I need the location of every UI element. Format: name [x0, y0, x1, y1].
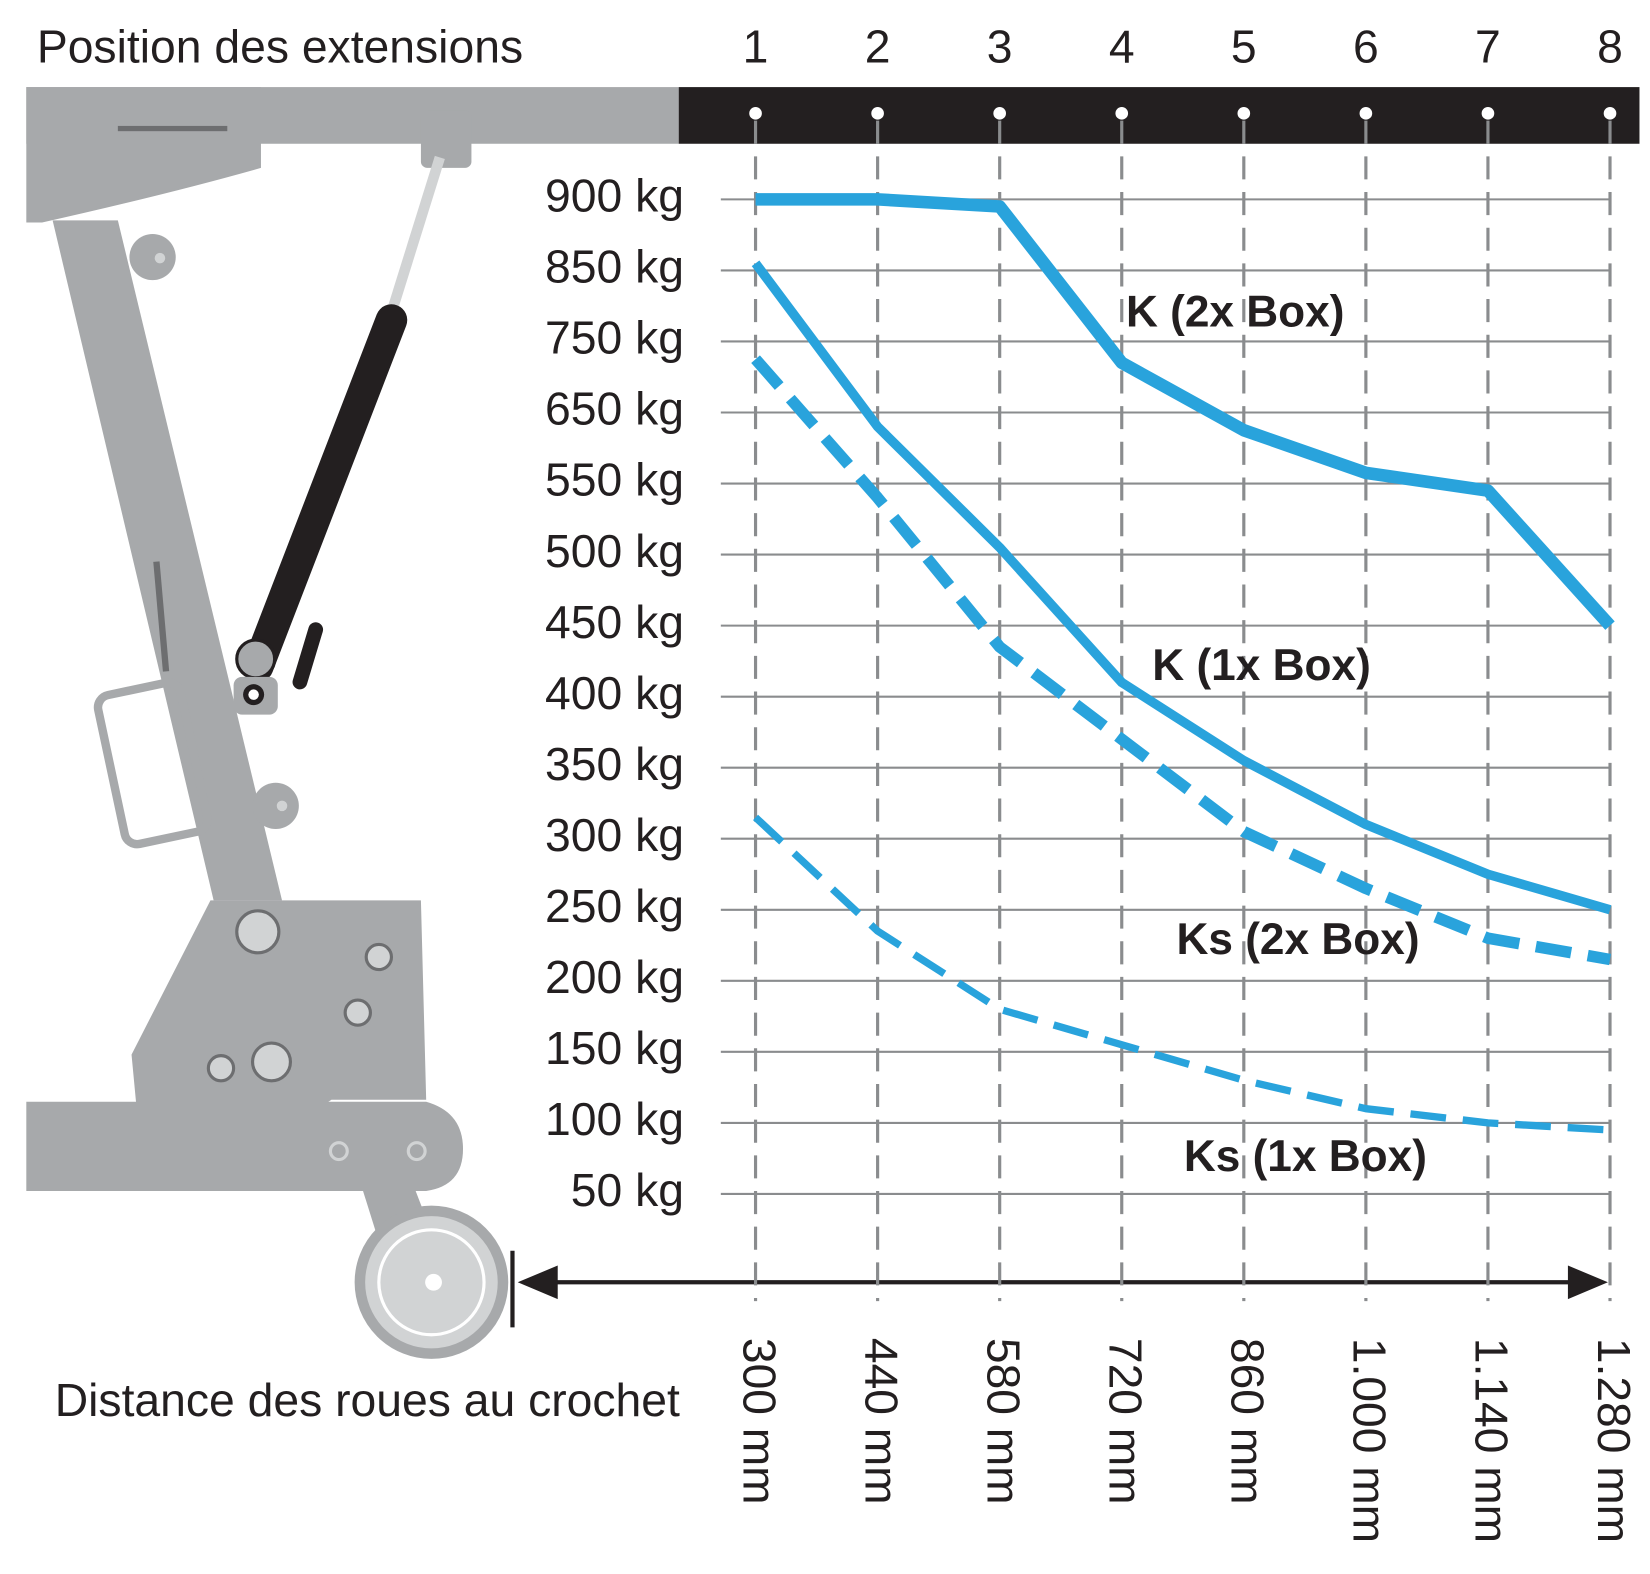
position-label: 6	[1353, 21, 1379, 73]
x-tick-label: 860 mm	[1222, 1338, 1274, 1505]
extension-bar	[678, 87, 1640, 144]
series-line	[751, 355, 1612, 966]
y-tick-label: 850 kg	[545, 241, 684, 293]
y-tick-label: 200 kg	[545, 951, 684, 1003]
x-tick-label: 720 mm	[1099, 1338, 1151, 1505]
y-tick-label: 300 kg	[545, 809, 684, 861]
x-axis-label: Distance des roues au crochet	[55, 1374, 680, 1426]
position-pin	[1115, 107, 1129, 120]
series-line	[751, 260, 1612, 915]
position-pin	[749, 107, 762, 120]
y-tick-label: 750 kg	[545, 312, 684, 364]
series-label: K (2x Box)	[1126, 287, 1345, 336]
x-tick-label: 440 mm	[855, 1338, 907, 1505]
position-label: 4	[1109, 21, 1135, 73]
position-pin	[1603, 107, 1617, 120]
x-tick-label: 300 mm	[733, 1338, 785, 1505]
x-tick-label: 1.000 mm	[1344, 1338, 1396, 1543]
series-line	[753, 814, 1611, 1134]
y-tick-label: 450 kg	[545, 596, 684, 648]
distance-arrow	[510, 1250, 1608, 1328]
y-tick-label: 250 kg	[545, 880, 684, 932]
y-tick-label: 150 kg	[545, 1022, 684, 1074]
y-tick-label: 400 kg	[545, 667, 684, 719]
position-label: 7	[1475, 21, 1501, 73]
x-tick-label: 1.280 mm	[1588, 1338, 1640, 1543]
position-pin	[1237, 107, 1251, 120]
x-tick-label: 580 mm	[977, 1338, 1029, 1505]
position-pin	[993, 107, 1006, 120]
y-tick-label: 500 kg	[545, 525, 684, 577]
y-tick-label: 350 kg	[545, 738, 684, 790]
position-label: 2	[865, 21, 891, 73]
position-label: 8	[1597, 21, 1623, 73]
position-label: 5	[1231, 21, 1257, 73]
series-label: Ks (2x Box)	[1176, 915, 1419, 964]
position-pin	[1359, 107, 1373, 120]
crane-illustration	[26, 87, 679, 1359]
y-tick-label: 50 kg	[571, 1164, 684, 1216]
position-label: 3	[987, 21, 1013, 73]
chart-title: Position des extensions	[37, 21, 523, 73]
series-line	[755, 193, 1615, 630]
series-label: K (1x Box)	[1152, 641, 1371, 690]
position-pin	[1481, 107, 1495, 120]
position-label: 1	[743, 21, 769, 73]
y-tick-label: 900 kg	[545, 170, 684, 222]
y-tick-label: 650 kg	[545, 383, 684, 435]
y-tick-label: 550 kg	[545, 454, 684, 506]
series-label: Ks (1x Box)	[1184, 1132, 1427, 1181]
y-tick-label: 100 kg	[545, 1093, 684, 1145]
x-tick-label: 1.140 mm	[1466, 1338, 1518, 1543]
position-pin	[871, 107, 884, 120]
